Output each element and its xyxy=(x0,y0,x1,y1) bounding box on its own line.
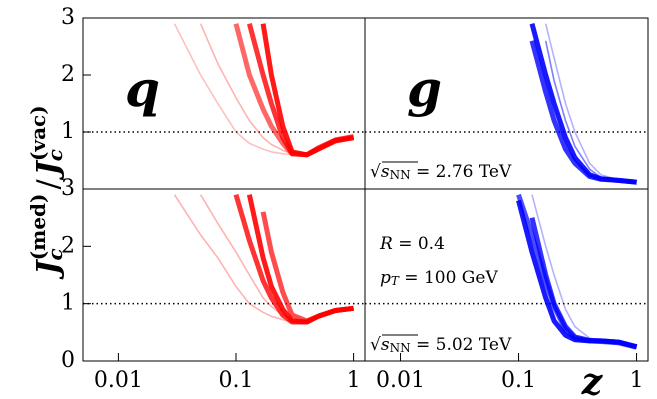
energy-annotation: √sNN = 5.02 TeV xyxy=(370,335,512,356)
annotation-part: T xyxy=(391,274,400,288)
x-axis-label: z xyxy=(581,361,604,399)
curve xyxy=(199,23,354,155)
annotation-part: √ xyxy=(370,335,381,355)
curve xyxy=(531,194,637,348)
annotation-part: p xyxy=(380,268,391,288)
energy-annotation: √sNN = 2.76 TeV xyxy=(370,162,512,183)
annotation-part: NN xyxy=(390,341,411,355)
panel xyxy=(365,23,648,185)
curve xyxy=(233,23,355,158)
y-label-part: (vac) xyxy=(26,105,50,161)
y-label-part: c xyxy=(43,248,67,260)
annotation-part: NN xyxy=(390,168,411,182)
y-label-part: c xyxy=(43,149,67,161)
x-tick-label: 0.01 xyxy=(94,368,143,393)
x-tick-label: 1 xyxy=(347,368,361,393)
x-tick-label: 1 xyxy=(630,368,644,393)
panel xyxy=(83,193,365,325)
x-tick-label: 0.1 xyxy=(219,368,254,393)
curve xyxy=(260,211,354,324)
annotation-part: = 100 GeV xyxy=(399,268,499,288)
y-label-part: / xyxy=(31,179,66,190)
curve xyxy=(516,193,638,350)
y-tick-label: 1 xyxy=(61,119,75,144)
panel-label: q xyxy=(125,59,160,118)
x-tick-label: 0.01 xyxy=(376,368,425,393)
curve xyxy=(544,23,637,183)
curve xyxy=(199,194,354,322)
curve xyxy=(516,199,638,350)
y-tick-label: 2 xyxy=(61,62,75,87)
radius-annotation: R = 0.4 xyxy=(379,234,445,254)
annotation-part: = 0.4 xyxy=(393,234,445,254)
annotation-part: R xyxy=(379,234,393,254)
y-label-part: J xyxy=(31,159,66,180)
panel xyxy=(365,193,648,350)
panel-label: g xyxy=(407,59,442,118)
curve xyxy=(544,40,637,183)
y-tick-label: 2 xyxy=(61,233,75,258)
panel-frame xyxy=(82,188,366,362)
y-tick-label: 1 xyxy=(61,291,75,316)
annotation-part: = 5.02 TeV xyxy=(411,335,512,355)
pt-annotation: pT = 100 GeV xyxy=(380,268,498,289)
y-tick-label: 3 xyxy=(61,176,75,201)
curve xyxy=(173,23,354,156)
panel xyxy=(83,23,365,158)
annotation-part: = 2.76 TeV xyxy=(411,162,512,182)
panel-frame xyxy=(364,188,649,362)
y-tick-label: 3 xyxy=(61,5,75,30)
y-tick-label: 0 xyxy=(61,348,75,373)
x-tick-label: 0.1 xyxy=(501,368,536,393)
annotation-part: √ xyxy=(370,162,381,182)
y-label-part: J xyxy=(31,259,66,280)
annotation-part: s xyxy=(381,162,390,182)
y-axis-label: Jc(med)/Jc(vac) xyxy=(26,105,67,279)
y-label-part: (med) xyxy=(26,194,50,261)
curve xyxy=(173,194,354,323)
annotation-part: s xyxy=(381,335,390,355)
